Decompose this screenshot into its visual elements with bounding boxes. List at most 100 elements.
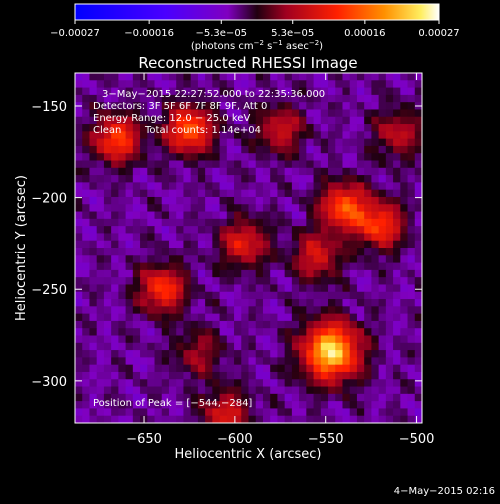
heatmap-pixel (234, 80, 242, 88)
heatmap-pixel (299, 182, 307, 191)
heatmap-pixel (255, 226, 264, 234)
heatmap-pixel (291, 335, 300, 344)
heatmap-pixel (299, 145, 307, 154)
heatmap-pixel (176, 313, 184, 322)
heatmap-pixel (176, 182, 184, 191)
heatmap-pixel (82, 299, 90, 307)
x-tick-label: −650 (126, 432, 162, 447)
heatmap-pixel (176, 255, 184, 263)
heatmap-pixel (378, 80, 387, 88)
heatmap-pixel (183, 408, 192, 417)
heatmap-pixel (393, 73, 401, 81)
heatmap-pixel (414, 109, 422, 118)
heatmap-pixel (299, 73, 307, 81)
heatmap-pixel (313, 218, 322, 227)
heatmap-pixel (118, 269, 127, 278)
heatmap-pixel (248, 255, 257, 263)
heatmap-pixel (320, 73, 329, 81)
heatmap-pixel (407, 371, 416, 380)
heatmap-pixel (356, 73, 365, 81)
heatmap-pixel (212, 109, 220, 118)
heatmap-pixel (262, 233, 271, 242)
heatmap-pixel (378, 102, 387, 110)
heatmap-pixel (400, 335, 408, 344)
heatmap-pixel (284, 357, 293, 366)
heatmap-pixel (161, 131, 170, 140)
heatmap-pixel (364, 284, 372, 293)
heatmap-pixel (342, 87, 351, 96)
heatmap-pixel (356, 167, 365, 176)
heatmap-pixel (75, 211, 83, 220)
heatmap-pixel (270, 73, 278, 81)
heatmap-pixel (132, 87, 141, 96)
heatmap-pixel (248, 328, 257, 336)
heatmap-pixel (284, 116, 293, 125)
heatmap-pixel (335, 386, 343, 395)
heatmap-pixel (378, 109, 387, 118)
heatmap-pixel (205, 255, 213, 263)
heatmap-pixel (226, 240, 235, 249)
heatmap-pixel (306, 284, 314, 293)
heatmap-pixel (176, 371, 184, 380)
heatmap-pixel (313, 138, 322, 147)
heatmap-pixel (364, 175, 372, 183)
heatmap-pixel (82, 371, 90, 380)
heatmap-pixel (147, 87, 155, 96)
heatmap-pixel (342, 357, 351, 366)
heatmap-pixel (248, 131, 257, 140)
heatmap-pixel (400, 328, 408, 336)
heatmap-pixel (385, 109, 394, 118)
heatmap-pixel (103, 364, 112, 373)
heatmap-pixel (356, 131, 365, 140)
heatmap-pixel (356, 196, 365, 205)
heatmap-pixel (393, 102, 401, 110)
heatmap-pixel (284, 350, 293, 358)
heatmap-pixel (342, 102, 351, 110)
heatmap-pixel (190, 94, 199, 103)
heatmap-pixel (349, 393, 358, 402)
heatmap-pixel (364, 226, 372, 234)
heatmap-pixel (147, 145, 155, 154)
heatmap-pixel (248, 364, 257, 373)
heatmap-pixel (400, 371, 408, 380)
heatmap-pixel (291, 175, 300, 183)
heatmap-pixel (349, 94, 358, 103)
heatmap-pixel (96, 102, 105, 110)
heatmap-pixel (234, 386, 242, 395)
heatmap-pixel (190, 386, 199, 395)
heatmap-pixel (140, 116, 148, 125)
heatmap-pixel (306, 342, 314, 351)
heatmap-pixel (111, 109, 119, 118)
heatmap-pixel (89, 386, 98, 395)
heatmap-pixel (154, 182, 163, 191)
heatmap-pixel (183, 160, 192, 169)
heatmap-pixel (205, 138, 213, 147)
annotation-peak-position: Position of Peak = [−544,−284] (93, 398, 252, 409)
heatmap-pixel (140, 401, 148, 409)
heatmap-pixel (197, 102, 206, 110)
heatmap-pixel (414, 386, 422, 395)
heatmap-pixel (284, 226, 293, 234)
heatmap-pixel (161, 211, 170, 220)
heatmap-pixel (219, 335, 228, 344)
heatmap-pixel (277, 306, 286, 315)
heatmap-pixel (364, 248, 372, 256)
heatmap-pixel (335, 350, 343, 358)
heatmap-pixel (385, 160, 394, 169)
heatmap-pixel (219, 80, 228, 88)
heatmap-pixel (82, 240, 90, 249)
heatmap-pixel (234, 218, 242, 227)
heatmap-pixel (291, 138, 300, 147)
heatmap-pixel (262, 306, 271, 315)
heatmap-pixel (248, 182, 257, 191)
heatmap-pixel (270, 196, 278, 205)
heatmap-pixel (255, 379, 264, 387)
heatmap-pixel (111, 379, 119, 387)
heatmap-pixel (226, 233, 235, 242)
heatmap-pixel (349, 124, 358, 132)
heatmap-pixel (111, 299, 119, 307)
heatmap-pixel (75, 175, 83, 183)
heatmap-pixel (400, 124, 408, 132)
heatmap-pixel (364, 415, 372, 423)
heatmap-pixel (125, 291, 134, 300)
